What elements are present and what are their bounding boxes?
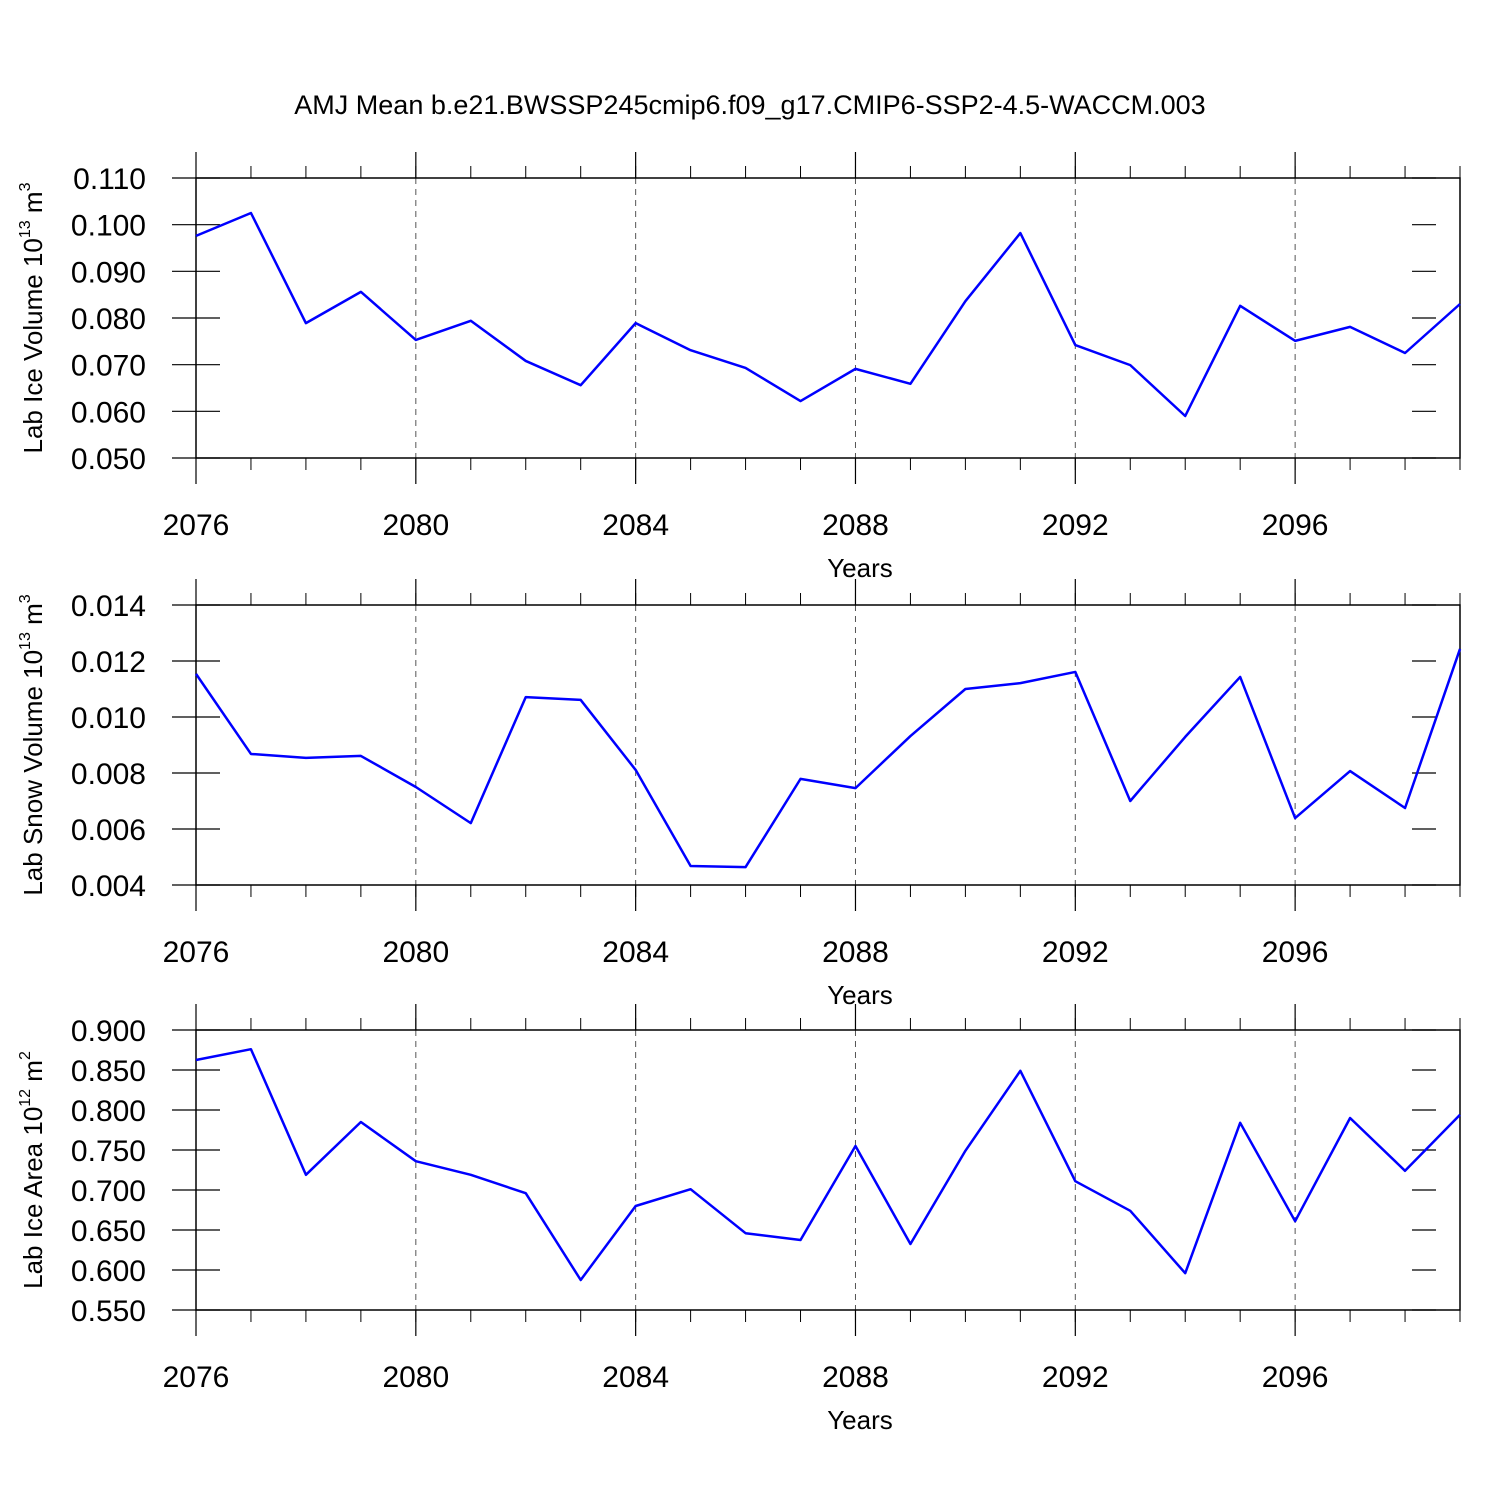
y-tick-label: 0.010 — [71, 702, 146, 735]
y-tick-label: 0.004 — [71, 870, 146, 903]
x-tick-label: 2088 — [822, 509, 889, 542]
y-tick-label: 0.080 — [71, 303, 146, 336]
x-axis-label: Years — [827, 1405, 893, 1435]
x-axis-label: Years — [827, 980, 893, 1010]
y-axis-label-exponent: 13 — [17, 632, 34, 650]
y-axis-label-exponent: 2 — [17, 1051, 34, 1060]
x-axis-label: Years — [827, 553, 893, 583]
y-axis-label-part: Lab Snow Volume 10 — [18, 650, 48, 896]
y-axis-label-part: Lab Ice Volume 10 — [18, 238, 48, 453]
y-tick-label: 0.012 — [71, 646, 146, 679]
y-axis-label-part: m — [18, 603, 48, 632]
y-axis-label-part: Lab Ice Area 10 — [18, 1107, 48, 1289]
y-axis-label-exponent: 13 — [17, 220, 34, 238]
plot-frame — [195, 1029, 1461, 1311]
y-axis-label-part: m — [18, 1060, 48, 1089]
y-axis-label: Lab Ice Volume 1013 m3 — [17, 182, 48, 453]
y-tick-label: 0.650 — [71, 1215, 146, 1248]
y-axis-label-exponent: 3 — [17, 594, 34, 603]
x-tick-label: 2076 — [163, 509, 230, 542]
plot-frame — [195, 604, 1461, 886]
plot-frame — [195, 177, 1461, 459]
y-tick-label: 0.750 — [71, 1135, 146, 1168]
y-tick-label: 0.070 — [71, 350, 146, 383]
x-tick-label: 2080 — [382, 936, 449, 969]
y-tick-label: 0.600 — [71, 1255, 146, 1288]
data-line — [194, 648, 1462, 869]
y-axis-label: Lab Ice Area 1012 m2 — [17, 1051, 48, 1289]
data-line — [195, 211, 1461, 418]
x-tick-label: 2088 — [822, 1361, 889, 1394]
y-tick-label: 0.700 — [71, 1175, 146, 1208]
y-axis-label-exponent: 12 — [17, 1089, 34, 1107]
x-tick-label: 2084 — [602, 509, 669, 542]
x-tick-label: 2096 — [1262, 936, 1329, 969]
y-axis-label-part: m — [18, 191, 48, 220]
x-tick-label: 2088 — [822, 936, 889, 969]
y-tick-label: 0.800 — [71, 1095, 146, 1128]
x-tick-label: 2080 — [382, 509, 449, 542]
y-tick-label: 0.090 — [71, 256, 146, 289]
y-tick-label: 0.900 — [71, 1015, 146, 1048]
y-tick-label: 0.850 — [71, 1055, 146, 1088]
x-tick-label: 2084 — [602, 936, 669, 969]
y-tick-label: 0.060 — [71, 396, 146, 429]
x-tick-label: 2092 — [1042, 936, 1109, 969]
figure-title: AMJ Mean b.e21.BWSSP245cmip6.f09_g17.CMI… — [294, 90, 1205, 120]
x-tick-label: 2092 — [1042, 509, 1109, 542]
y-tick-label: 0.100 — [71, 210, 146, 243]
x-tick-label: 2076 — [163, 936, 230, 969]
x-tick-label: 2092 — [1042, 1361, 1109, 1394]
data-line — [195, 1047, 1461, 1282]
y-axis-label-exponent: 3 — [17, 182, 34, 191]
x-tick-label: 2080 — [382, 1361, 449, 1394]
y-axis-label: Lab Snow Volume 1013 m3 — [17, 594, 48, 895]
x-tick-label: 2096 — [1262, 1361, 1329, 1394]
y-tick-label: 0.006 — [71, 814, 146, 847]
x-tick-label: 2076 — [163, 1361, 230, 1394]
x-tick-label: 2084 — [602, 1361, 669, 1394]
y-tick-label: 0.550 — [71, 1295, 146, 1328]
x-tick-label: 2096 — [1262, 509, 1329, 542]
y-tick-label: 0.008 — [71, 758, 146, 791]
y-tick-label: 0.110 — [73, 163, 146, 196]
y-tick-label: 0.014 — [71, 590, 146, 623]
y-tick-label: 0.050 — [71, 443, 146, 476]
